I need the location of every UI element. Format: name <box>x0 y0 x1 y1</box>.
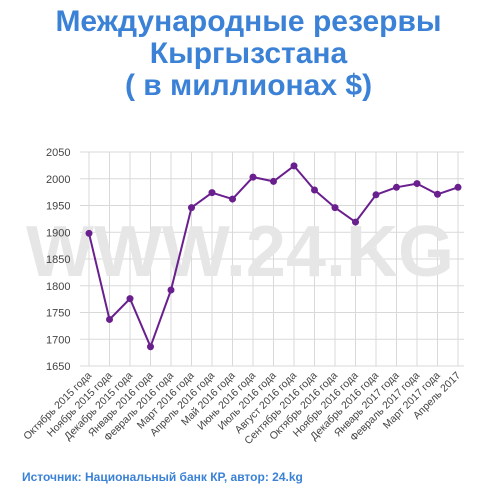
y-tick-label: 1850 <box>46 254 70 266</box>
data-point <box>106 315 113 323</box>
y-tick-label: 1750 <box>46 308 70 320</box>
data-point <box>229 195 236 203</box>
data-point <box>188 204 195 212</box>
data-point <box>393 183 400 191</box>
y-tick-label: 1950 <box>46 201 70 213</box>
y-tick-label: 1900 <box>46 227 70 239</box>
y-tick-label: 1700 <box>46 334 70 346</box>
chart-title-line-1: Международные резервы <box>55 5 442 38</box>
y-tick-label: 1800 <box>46 281 70 293</box>
data-point <box>290 162 298 170</box>
data-point <box>331 204 339 212</box>
chart-title: Международные резервы Кыргызстана ( в ми… <box>0 6 497 102</box>
chart-title-line-3: ( в миллионах $) <box>124 69 373 102</box>
series-layer <box>85 162 462 351</box>
grid-layer <box>80 151 464 367</box>
axis-layer: 165017001750180018501900195020002050Октя… <box>21 147 463 447</box>
data-point <box>311 186 318 194</box>
chart-title-line-2: Кыргызстана <box>149 37 348 70</box>
data-point <box>208 189 216 197</box>
y-tick-label: 2050 <box>46 147 70 159</box>
data-point <box>249 173 257 181</box>
y-tick-label: 1650 <box>46 361 70 373</box>
source-note: Источник: Национальный банк КР, автор: 2… <box>22 470 303 484</box>
data-point <box>270 177 277 185</box>
data-point <box>454 183 462 191</box>
data-point <box>167 286 175 294</box>
data-point <box>147 343 154 351</box>
data-point <box>126 295 134 303</box>
watermark: WWW.24.KG <box>26 212 454 292</box>
data-point <box>372 191 380 199</box>
data-point <box>413 180 421 188</box>
y-tick-label: 2000 <box>46 174 70 186</box>
data-point <box>434 190 441 198</box>
data-point <box>85 229 93 237</box>
data-point <box>352 218 359 226</box>
